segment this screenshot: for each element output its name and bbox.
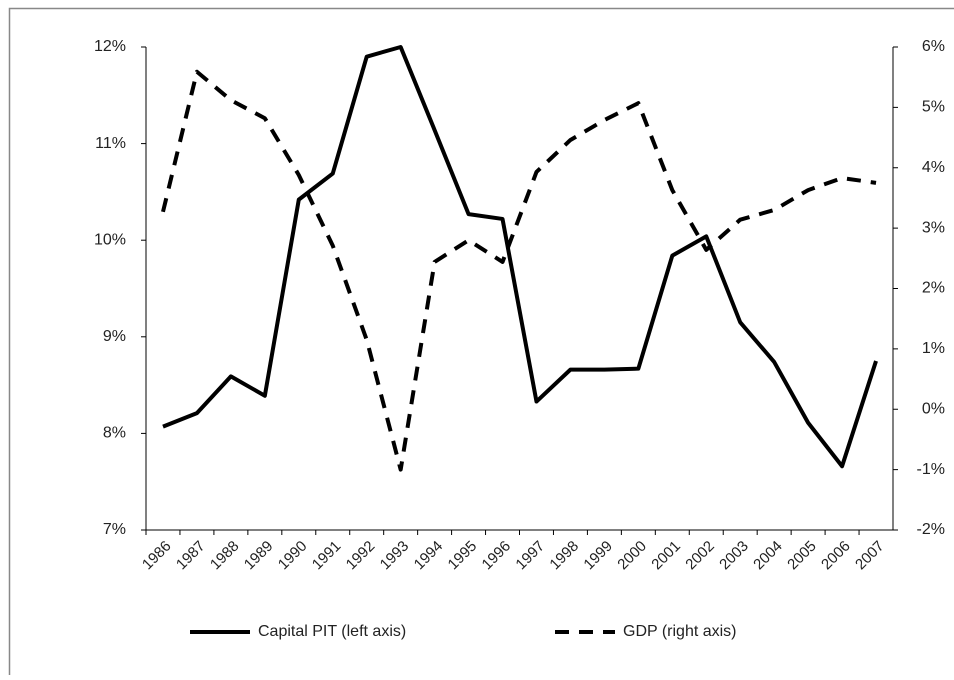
x-tick-label: 1990 xyxy=(275,538,311,574)
series-line xyxy=(163,47,876,466)
y2-tick-label: 6% xyxy=(922,38,945,55)
x-tick-label: 1993 xyxy=(377,538,413,574)
x-tick-label: 1999 xyxy=(580,538,616,574)
frame xyxy=(10,9,954,676)
x-tick-label: 2006 xyxy=(818,538,854,574)
y-tick-label: 10% xyxy=(94,231,126,248)
x-tick-label: 1988 xyxy=(207,538,243,574)
y2-tick-label: 0% xyxy=(922,400,945,417)
x-tick-label: 1992 xyxy=(343,538,379,574)
x-tick-label: 2005 xyxy=(784,538,820,574)
y2-tick-label: 5% xyxy=(922,99,945,116)
x-tick-label: 2002 xyxy=(682,538,718,574)
y2-tick-label: -1% xyxy=(917,461,945,478)
x-tick-label: 1994 xyxy=(411,538,447,574)
x-tick-label: 2001 xyxy=(648,538,684,574)
x-tick-label: 1998 xyxy=(546,538,582,574)
x-tick-label: 1987 xyxy=(173,538,209,574)
x-tick-label: 2000 xyxy=(614,538,650,574)
x-tick-label: 1996 xyxy=(479,538,515,574)
y2-tick-label: 1% xyxy=(922,340,945,357)
y2-tick-label: -2% xyxy=(917,521,945,538)
legend-label: GDP (right axis) xyxy=(623,623,737,640)
x-tick-label: 1989 xyxy=(241,538,277,574)
x-tick-label: 1997 xyxy=(512,538,548,574)
x-tick-label: 1995 xyxy=(445,538,481,574)
legend-label: Capital PIT (left axis) xyxy=(258,623,406,640)
y2-tick-label: 3% xyxy=(922,219,945,236)
y2-tick-label: 2% xyxy=(922,280,945,297)
y-tick-label: 9% xyxy=(103,328,126,345)
y-tick-label: 8% xyxy=(103,425,126,442)
x-tick-label: 1991 xyxy=(309,538,345,574)
x-tick-label: 1986 xyxy=(139,538,175,574)
x-tick-label: 2007 xyxy=(852,538,888,574)
y-tick-label: 11% xyxy=(95,135,126,152)
x-tick-label: 2004 xyxy=(750,538,786,574)
y-tick-label: 12% xyxy=(94,38,126,55)
y-tick-label: 7% xyxy=(103,521,126,538)
x-tick-label: 2003 xyxy=(716,538,752,574)
series-line xyxy=(163,72,876,470)
y2-tick-label: 4% xyxy=(922,159,945,176)
